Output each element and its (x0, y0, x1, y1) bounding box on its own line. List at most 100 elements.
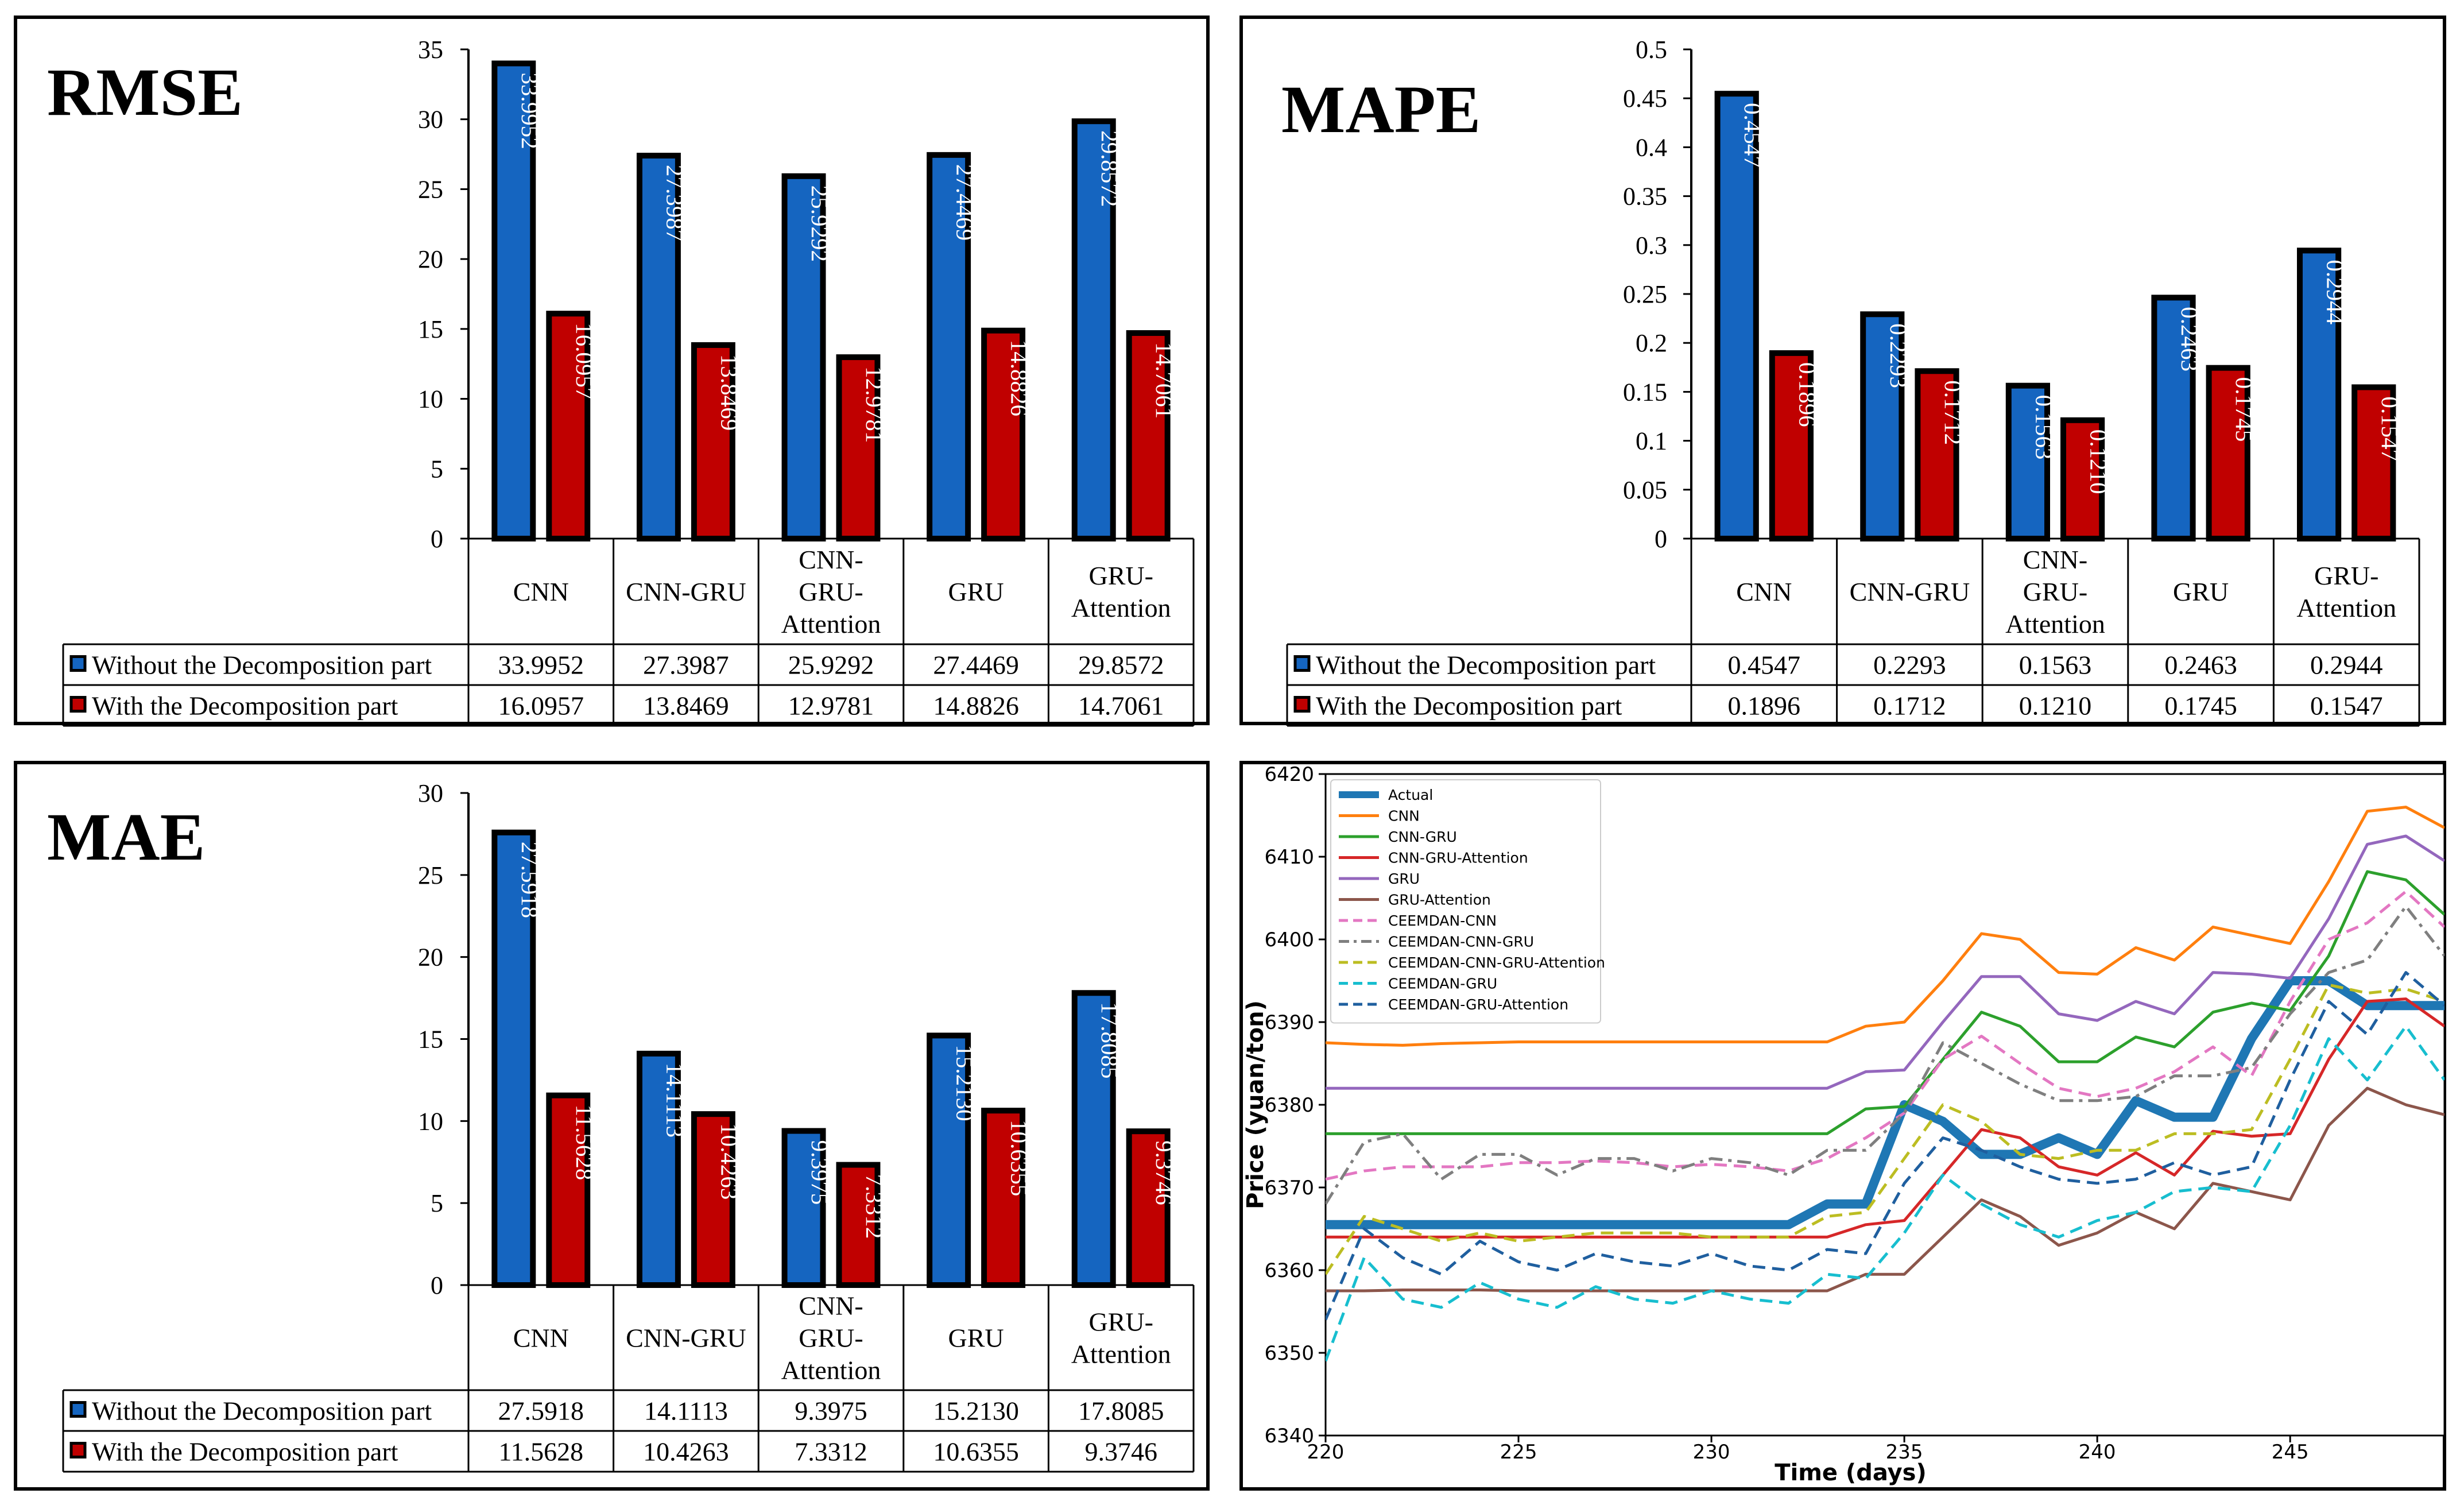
bar-value-label: 0.2463 (2176, 307, 2203, 372)
series-line-actual (1326, 976, 2444, 1229)
series-line-ceemdan-cnn-gru (1326, 904, 2444, 1205)
x-tick-label: 245 (2272, 1441, 2309, 1464)
legend-label: CNN-GRU-Attention (1388, 850, 1528, 866)
table-cell: 0.1547 (2310, 691, 2383, 721)
legend-swatch (1293, 696, 1311, 713)
legend-box (1330, 779, 1601, 1024)
bar-without-decomposition (781, 173, 826, 541)
legend-label: CNN (1388, 808, 1420, 825)
bar-value-label: 10.6355 (1006, 1120, 1033, 1196)
y-tick-label: 0.2 (1636, 329, 1667, 357)
y-tick-label: 30 (418, 779, 443, 807)
legend-label: Actual (1388, 787, 1433, 803)
legend-swatch (1293, 655, 1311, 672)
legend-label: CEEMDAN-CNN-GRU-Attention (1388, 954, 1605, 971)
bar-value-label: 27.5918 (517, 842, 543, 918)
y-tick-label: 5 (431, 455, 443, 483)
table-cell: 10.6355 (933, 1437, 1019, 1467)
category-header-line: GRU- (2023, 577, 2087, 606)
legend-swatch (69, 696, 87, 713)
series-line-cnn-gru-attention (1326, 997, 2444, 1239)
table-cell: 33.9952 (498, 651, 584, 680)
legend: Actual CNN CNN-GRU CNN-GRU-Attention GRU GRU-… (1330, 779, 1605, 1024)
bar-value-label: 0.1712 (1940, 380, 1966, 445)
bar-without-decomposition (2005, 382, 2050, 541)
category-header-line: Attention (1071, 1340, 1171, 1369)
x-tick-label: 225 (1500, 1441, 1537, 1464)
category-header-line: CNN- (799, 1291, 863, 1321)
bar-with-decomposition (1126, 1128, 1171, 1289)
y-tick-label: 6390 (1264, 1011, 1314, 1034)
category-header: GRU- Attention (1071, 561, 1171, 622)
bar-with-decomposition (691, 342, 735, 541)
bar-value-label: 15.2130 (952, 1044, 978, 1121)
y-tick-label: 5 (431, 1189, 443, 1217)
series-row-label: With the Decomposition part (1316, 691, 1622, 721)
bar-without-decomposition (1071, 118, 1116, 542)
y-tick-label: 15 (418, 1026, 443, 1054)
bar-value-label: 0.1210 (2086, 430, 2112, 494)
y-tick-label: 0 (1655, 525, 1667, 553)
table-cell: 10.4263 (643, 1437, 729, 1467)
bar-value-label: 14.7061 (1151, 342, 1177, 419)
panel-title: MAE (47, 799, 205, 875)
y-tick-label: 20 (418, 943, 443, 972)
x-tick-label: 220 (1307, 1441, 1345, 1464)
category-header-line: Attention (781, 609, 881, 639)
table-cell: 27.4469 (933, 651, 1019, 680)
data-table: CNN CNN-GRU CNN- GRU- Attention GRU GRU- Attent… (1286, 537, 2420, 727)
y-tick-label: 25 (418, 175, 443, 203)
table-cell: 27.3987 (643, 651, 729, 680)
category-header-line: CNN (1736, 577, 1792, 606)
table-cell: 7.3312 (795, 1437, 867, 1467)
category-header: GRU (948, 577, 1004, 606)
series-row-label: Without the Decomposition part (1316, 651, 1656, 680)
bar-value-label: 14.1113 (661, 1063, 688, 1138)
category-header-line: GRU- (799, 577, 863, 606)
table-cell: 0.1712 (1873, 691, 1946, 721)
y-tick-label: 0.35 (1623, 183, 1667, 211)
y-tick-label: 6410 (1264, 846, 1314, 869)
category-header-line: GRU (948, 577, 1004, 606)
series-lines (1326, 806, 2444, 1362)
category-header-line: CNN (513, 1324, 569, 1353)
bar-value-label: 10.4263 (716, 1123, 742, 1200)
bar-value-label: 7.3312 (861, 1174, 888, 1239)
table-cell: 17.8085 (1078, 1396, 1164, 1426)
y-tick-label: 35 (418, 36, 443, 64)
panel-frame (14, 16, 1210, 725)
y-tick-label: 0.4 (1636, 133, 1667, 161)
bar-value-label: 13.8469 (716, 354, 742, 431)
series-line-cnn-gru (1326, 870, 2444, 1135)
category-header-line: CNN (513, 577, 569, 606)
y-tick-label: 0.5 (1636, 36, 1667, 64)
bar-value-label: 27.4469 (952, 164, 978, 241)
y-tick-label: 6350 (1264, 1342, 1314, 1365)
table-cell: 15.2130 (933, 1396, 1019, 1426)
category-header: CNN- GRU- Attention (2005, 545, 2105, 639)
y-tick-label: 6380 (1264, 1094, 1314, 1117)
category-header-line: GRU- (1088, 1307, 1153, 1337)
legend-swatch (69, 655, 87, 672)
category-header-line: Attention (1071, 593, 1171, 622)
y-tick-label: 30 (418, 106, 443, 134)
bar-value-label: 0.2293 (1885, 323, 1912, 388)
line-panel-price: 6340 6350 6360 6370 6380 6390 6400 6410 6420 220 2… (1239, 761, 2446, 1491)
bar-without-decomposition (2296, 247, 2342, 541)
category-header: CNN (513, 577, 569, 606)
series-row-label: Without the Decomposition part (92, 651, 432, 680)
category-header-line: Attention (2005, 609, 2105, 639)
bar-value-label: 11.5628 (571, 1105, 598, 1181)
table-cell: 14.1113 (644, 1396, 728, 1426)
bar-value-label: 9.3746 (1151, 1140, 1177, 1205)
series-row-label: With the Decomposition part (92, 1437, 398, 1467)
y-tick-label: 15 (418, 315, 443, 343)
bar-value-label: 0.1563 (2031, 395, 2057, 460)
category-header: CNN-GRU (1850, 577, 1970, 606)
data-table: CNN CNN-GRU CNN- GRU- Attention GRU GRU- Attent… (62, 1284, 1195, 1473)
table-cell: 11.5628 (498, 1437, 583, 1467)
data-table: CNN CNN-GRU CNN- GRU- Attention GRU GRU- Attent… (62, 537, 1195, 727)
category-header-line: CNN-GRU (626, 577, 746, 606)
bar-panel-mape: MAPE 0 0.05 0.1 0.15 0.2 0.25 0.3 0.35 0.4 0.45 0.5… (1239, 16, 2446, 727)
legend-label: CEEMDAN-CNN-GRU (1388, 934, 1534, 950)
